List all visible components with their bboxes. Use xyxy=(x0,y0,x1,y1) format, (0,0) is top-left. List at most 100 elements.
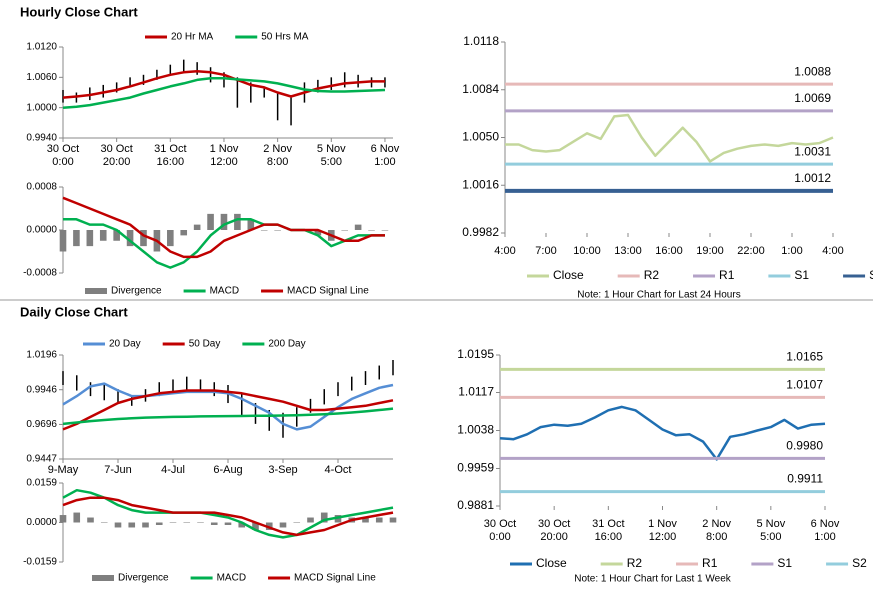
x-tick-label: 2 Nov 8:00 xyxy=(702,518,732,543)
y-tick-label: -0.0159 xyxy=(23,557,57,568)
legend-label: 20 Day xyxy=(109,339,141,350)
x-tick-label: 30 Oct 20:00 xyxy=(100,143,133,168)
legend-label: MACD xyxy=(217,573,246,584)
legend-label: Close xyxy=(536,556,567,570)
series-line xyxy=(63,218,385,269)
divergence-bar xyxy=(180,230,188,236)
divergence-bar xyxy=(140,230,147,247)
divergence-bar xyxy=(375,517,383,523)
divergence-bar xyxy=(155,522,163,525)
section-heading: Hourly Close Chart xyxy=(20,4,138,19)
series-line xyxy=(62,407,394,426)
divergence-bar xyxy=(368,230,375,231)
x-tick-label: 10:00 xyxy=(573,245,601,257)
y-tick-label: 0.9447 xyxy=(26,454,57,465)
level-label: 1.0012 xyxy=(794,171,831,185)
y-tick-label: 1.0000 xyxy=(26,102,57,113)
level-label: 1.0069 xyxy=(794,91,831,105)
y-tick-label: 1.0016 xyxy=(462,177,499,191)
legend-label: S2 xyxy=(852,556,867,570)
x-tick-label: 19:00 xyxy=(696,245,724,257)
divergence-bar xyxy=(100,522,108,523)
divergence-bar xyxy=(73,512,81,523)
y-tick-label: 0.9881 xyxy=(457,498,494,512)
divergence-bar xyxy=(260,230,268,231)
legend-label: R2 xyxy=(644,268,660,282)
legend-label: Close xyxy=(553,268,584,282)
x-tick-label: 1 Nov 12:00 xyxy=(648,518,677,543)
legend-label: Divergence xyxy=(118,573,169,584)
divergence-bar xyxy=(307,517,314,523)
y-tick-label: 0.9982 xyxy=(462,225,499,239)
x-tick-label: 1 Nov 12:00 xyxy=(209,143,239,168)
y-tick-label: 0.0008 xyxy=(26,182,57,193)
x-tick-label: 30 Oct 0:00 xyxy=(46,143,80,168)
x-tick-label: 31 Oct 16:00 xyxy=(154,143,187,168)
legend-label: MACD xyxy=(210,286,239,297)
divergence-bar xyxy=(197,522,204,523)
x-tick-label: 7-Jun xyxy=(104,464,132,476)
divergence-bar xyxy=(114,522,122,528)
x-tick-label: 4-Oct xyxy=(324,464,352,476)
y-tick-label: 0.0000 xyxy=(26,225,57,236)
divergence-bar xyxy=(247,219,255,230)
legend-swatch xyxy=(92,575,114,581)
legend-label: MACD Signal Line xyxy=(287,286,369,297)
series-line xyxy=(62,496,394,537)
series-line xyxy=(62,389,394,431)
divergence-bar xyxy=(234,213,241,230)
y-tick-label: 1.0195 xyxy=(457,347,494,361)
y-tick-label: 1.0120 xyxy=(26,42,57,53)
level-label: 1.0088 xyxy=(794,64,831,78)
series-line xyxy=(499,405,826,461)
divergence-bar xyxy=(59,515,67,523)
divergence-bar xyxy=(99,230,107,241)
legend-label: Divergence xyxy=(111,286,162,297)
level-label: 1.0031 xyxy=(794,144,831,158)
x-tick-label: 6 Nov 1:00 xyxy=(810,518,840,543)
divergence-bar xyxy=(252,522,259,530)
divergence-bar xyxy=(220,213,228,230)
x-tick-label: 6 Nov 1:00 xyxy=(370,143,400,168)
divergence-bar xyxy=(59,230,67,252)
divergence-bar xyxy=(293,522,301,523)
legend-label: R2 xyxy=(627,556,643,570)
y-tick-label: 1.0117 xyxy=(458,385,494,399)
y-tick-label: 1.0196 xyxy=(26,350,57,361)
divergence-bar xyxy=(142,522,149,528)
divergence-bar xyxy=(314,230,322,236)
level-label: 1.0107 xyxy=(786,377,823,391)
divergence-bar xyxy=(354,224,362,230)
note: Note: 1 Hour Chart for Last 1 Week xyxy=(574,574,732,585)
y-tick-label: 1.0038 xyxy=(457,423,494,437)
divergence-bar xyxy=(210,522,218,525)
x-tick-label: 4:00 xyxy=(494,245,516,257)
divergence-bar xyxy=(334,515,342,523)
legend-label: R1 xyxy=(719,268,735,282)
divergence-bar xyxy=(86,230,94,247)
level-label: 1.0165 xyxy=(786,350,823,364)
x-tick-label: 2 Nov 8:00 xyxy=(263,143,292,168)
legend-label: 200 Day xyxy=(268,339,305,350)
x-tick-label: 7:00 xyxy=(535,245,557,257)
divergence-bar xyxy=(128,522,136,528)
y-tick-label: 1.0060 xyxy=(26,72,57,83)
legend-label: S1 xyxy=(777,556,792,570)
legend-label: 50 Day xyxy=(189,339,221,350)
divergence-bar xyxy=(169,522,177,523)
x-tick-label: 4-Jul xyxy=(161,464,185,476)
x-tick-label: 30 Oct 20:00 xyxy=(537,518,571,543)
divergence-bar xyxy=(279,522,287,528)
x-tick-label: 1:00 xyxy=(781,245,803,257)
divergence-bar xyxy=(389,517,397,523)
x-tick-label: 5 Nov 5:00 xyxy=(316,143,346,168)
legend-label: S1 xyxy=(794,268,809,282)
level-label: 0.9980 xyxy=(786,439,823,453)
y-tick-label: 0.0159 xyxy=(26,478,57,489)
divergence-bar xyxy=(73,230,80,247)
y-tick-label: 1.0084 xyxy=(462,82,499,96)
legend-label: 20 Hr MA xyxy=(171,32,214,43)
x-tick-label: 31 Oct 16:00 xyxy=(592,518,625,543)
x-tick-label: 13:00 xyxy=(614,245,642,257)
